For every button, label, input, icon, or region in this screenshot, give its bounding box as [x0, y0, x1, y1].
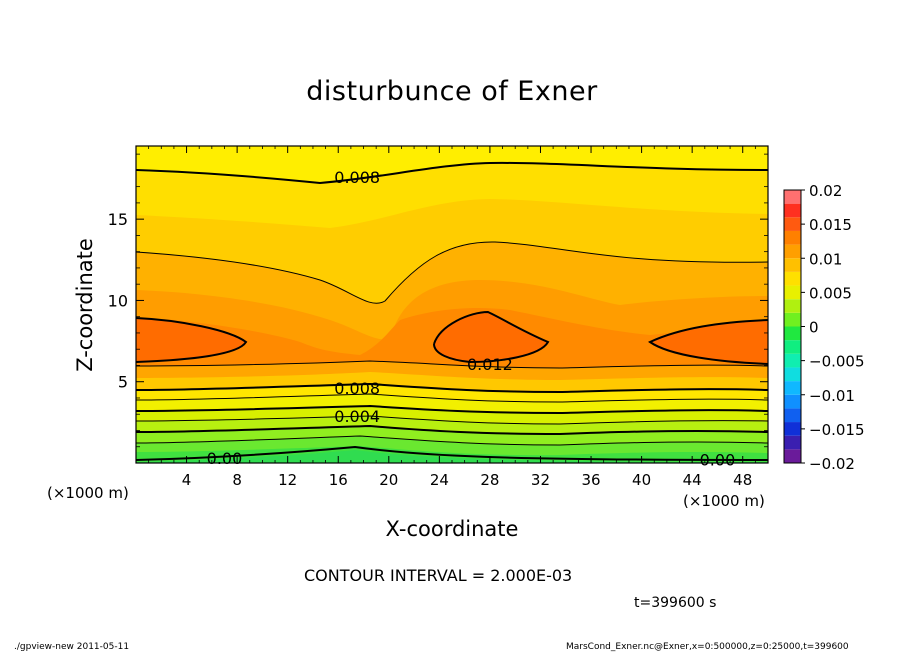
colorbar-swatch: [784, 299, 801, 313]
colorbar-swatch: [784, 244, 801, 259]
y-axis: 5 10 15: [108, 153, 768, 448]
contour-fill-area: [136, 146, 768, 463]
x-tick-label: 36: [581, 471, 600, 489]
colorbar-swatch: [784, 203, 801, 218]
x-unit-left: (×1000 m): [47, 484, 129, 502]
colorbar-swatch: [784, 435, 801, 450]
colorbar-tick-label: 0.015: [809, 216, 852, 234]
colorbar-swatch: [784, 408, 801, 423]
colorbar-swatch: [784, 449, 801, 463]
contour-label: 0.008: [334, 168, 380, 187]
colorbar-swatch: [784, 285, 801, 300]
y-tick-label: 5: [118, 373, 128, 392]
colorbar-swatch: [784, 422, 801, 436]
x-tick-label: 28: [480, 471, 499, 489]
footer-left: ./gpview-new 2011-05-11: [14, 642, 130, 652]
contour-label: 0.008: [334, 379, 380, 398]
colorbar-swatch: [784, 217, 801, 231]
colorbar-tick-label: −0.02: [809, 455, 855, 473]
colorbar-tick-label: 0.02: [809, 182, 842, 200]
x-tick-label: 20: [379, 471, 398, 489]
colorbar-swatch: [784, 271, 801, 286]
contour-interval: CONTOUR INTERVAL = 2.000E-03: [304, 566, 573, 585]
x-tick-label: 40: [632, 471, 651, 489]
chart-title: disturbunce of Exner: [306, 76, 598, 107]
colorbar-swatch: [784, 258, 801, 272]
contour-lines: [136, 161, 768, 461]
time-label: t=399600 s: [634, 595, 717, 611]
contour-label: 0.012: [467, 355, 513, 374]
y-tick-label: 15: [108, 210, 128, 229]
colorbar-swatch: [784, 326, 801, 341]
x-tick-label: 48: [733, 471, 752, 489]
x-unit-right: (×1000 m): [683, 492, 765, 510]
colorbar: 0.02 0.015 0.01 0.005 0 −0.005 −0.01 −0.015 −0.0…: [783, 182, 865, 473]
x-tick-label: 44: [683, 471, 702, 489]
colorbar-swatch: [784, 353, 801, 368]
colorbar-swatch: [784, 394, 801, 409]
colorbar-swatch: [784, 381, 801, 395]
colorbar-swatch: [784, 230, 801, 245]
colorbar-swatch: [784, 190, 801, 204]
x-tick-label: 32: [531, 471, 550, 489]
colorbar-tick-label: −0.01: [809, 387, 855, 405]
colorbar-swatch: [784, 340, 801, 354]
x-tick-label: 8: [232, 471, 242, 489]
x-tick-label: 4: [182, 471, 192, 489]
colorbar-tick-label: −0.015: [809, 421, 865, 439]
footer-right: MarsCond_Exner.nc@Exner,x=0:500000,z=0:2…: [566, 642, 849, 652]
y-tick-label: 10: [108, 291, 128, 310]
x-tick-label: 12: [278, 471, 297, 489]
contour-label: 0.004: [334, 407, 380, 426]
colorbar-swatch: [784, 312, 801, 327]
colorbar-tick-label: 0.005: [809, 284, 852, 302]
colorbar-swatch: [784, 367, 801, 382]
x-axis: 4 8 12 16 20 24 28 32 36 40 44 48: [148, 146, 756, 489]
x-tick-label: 16: [329, 471, 348, 489]
colorbar-tick-label: 0.01: [809, 250, 842, 268]
colorbar-tick-label: −0.005: [809, 353, 865, 371]
colorbar-tick-label: 0: [809, 319, 819, 337]
x-tick-label: 24: [430, 471, 449, 489]
x-axis-label: X-coordinate: [386, 517, 519, 541]
y-axis-label: Z-coordinate: [73, 238, 97, 372]
